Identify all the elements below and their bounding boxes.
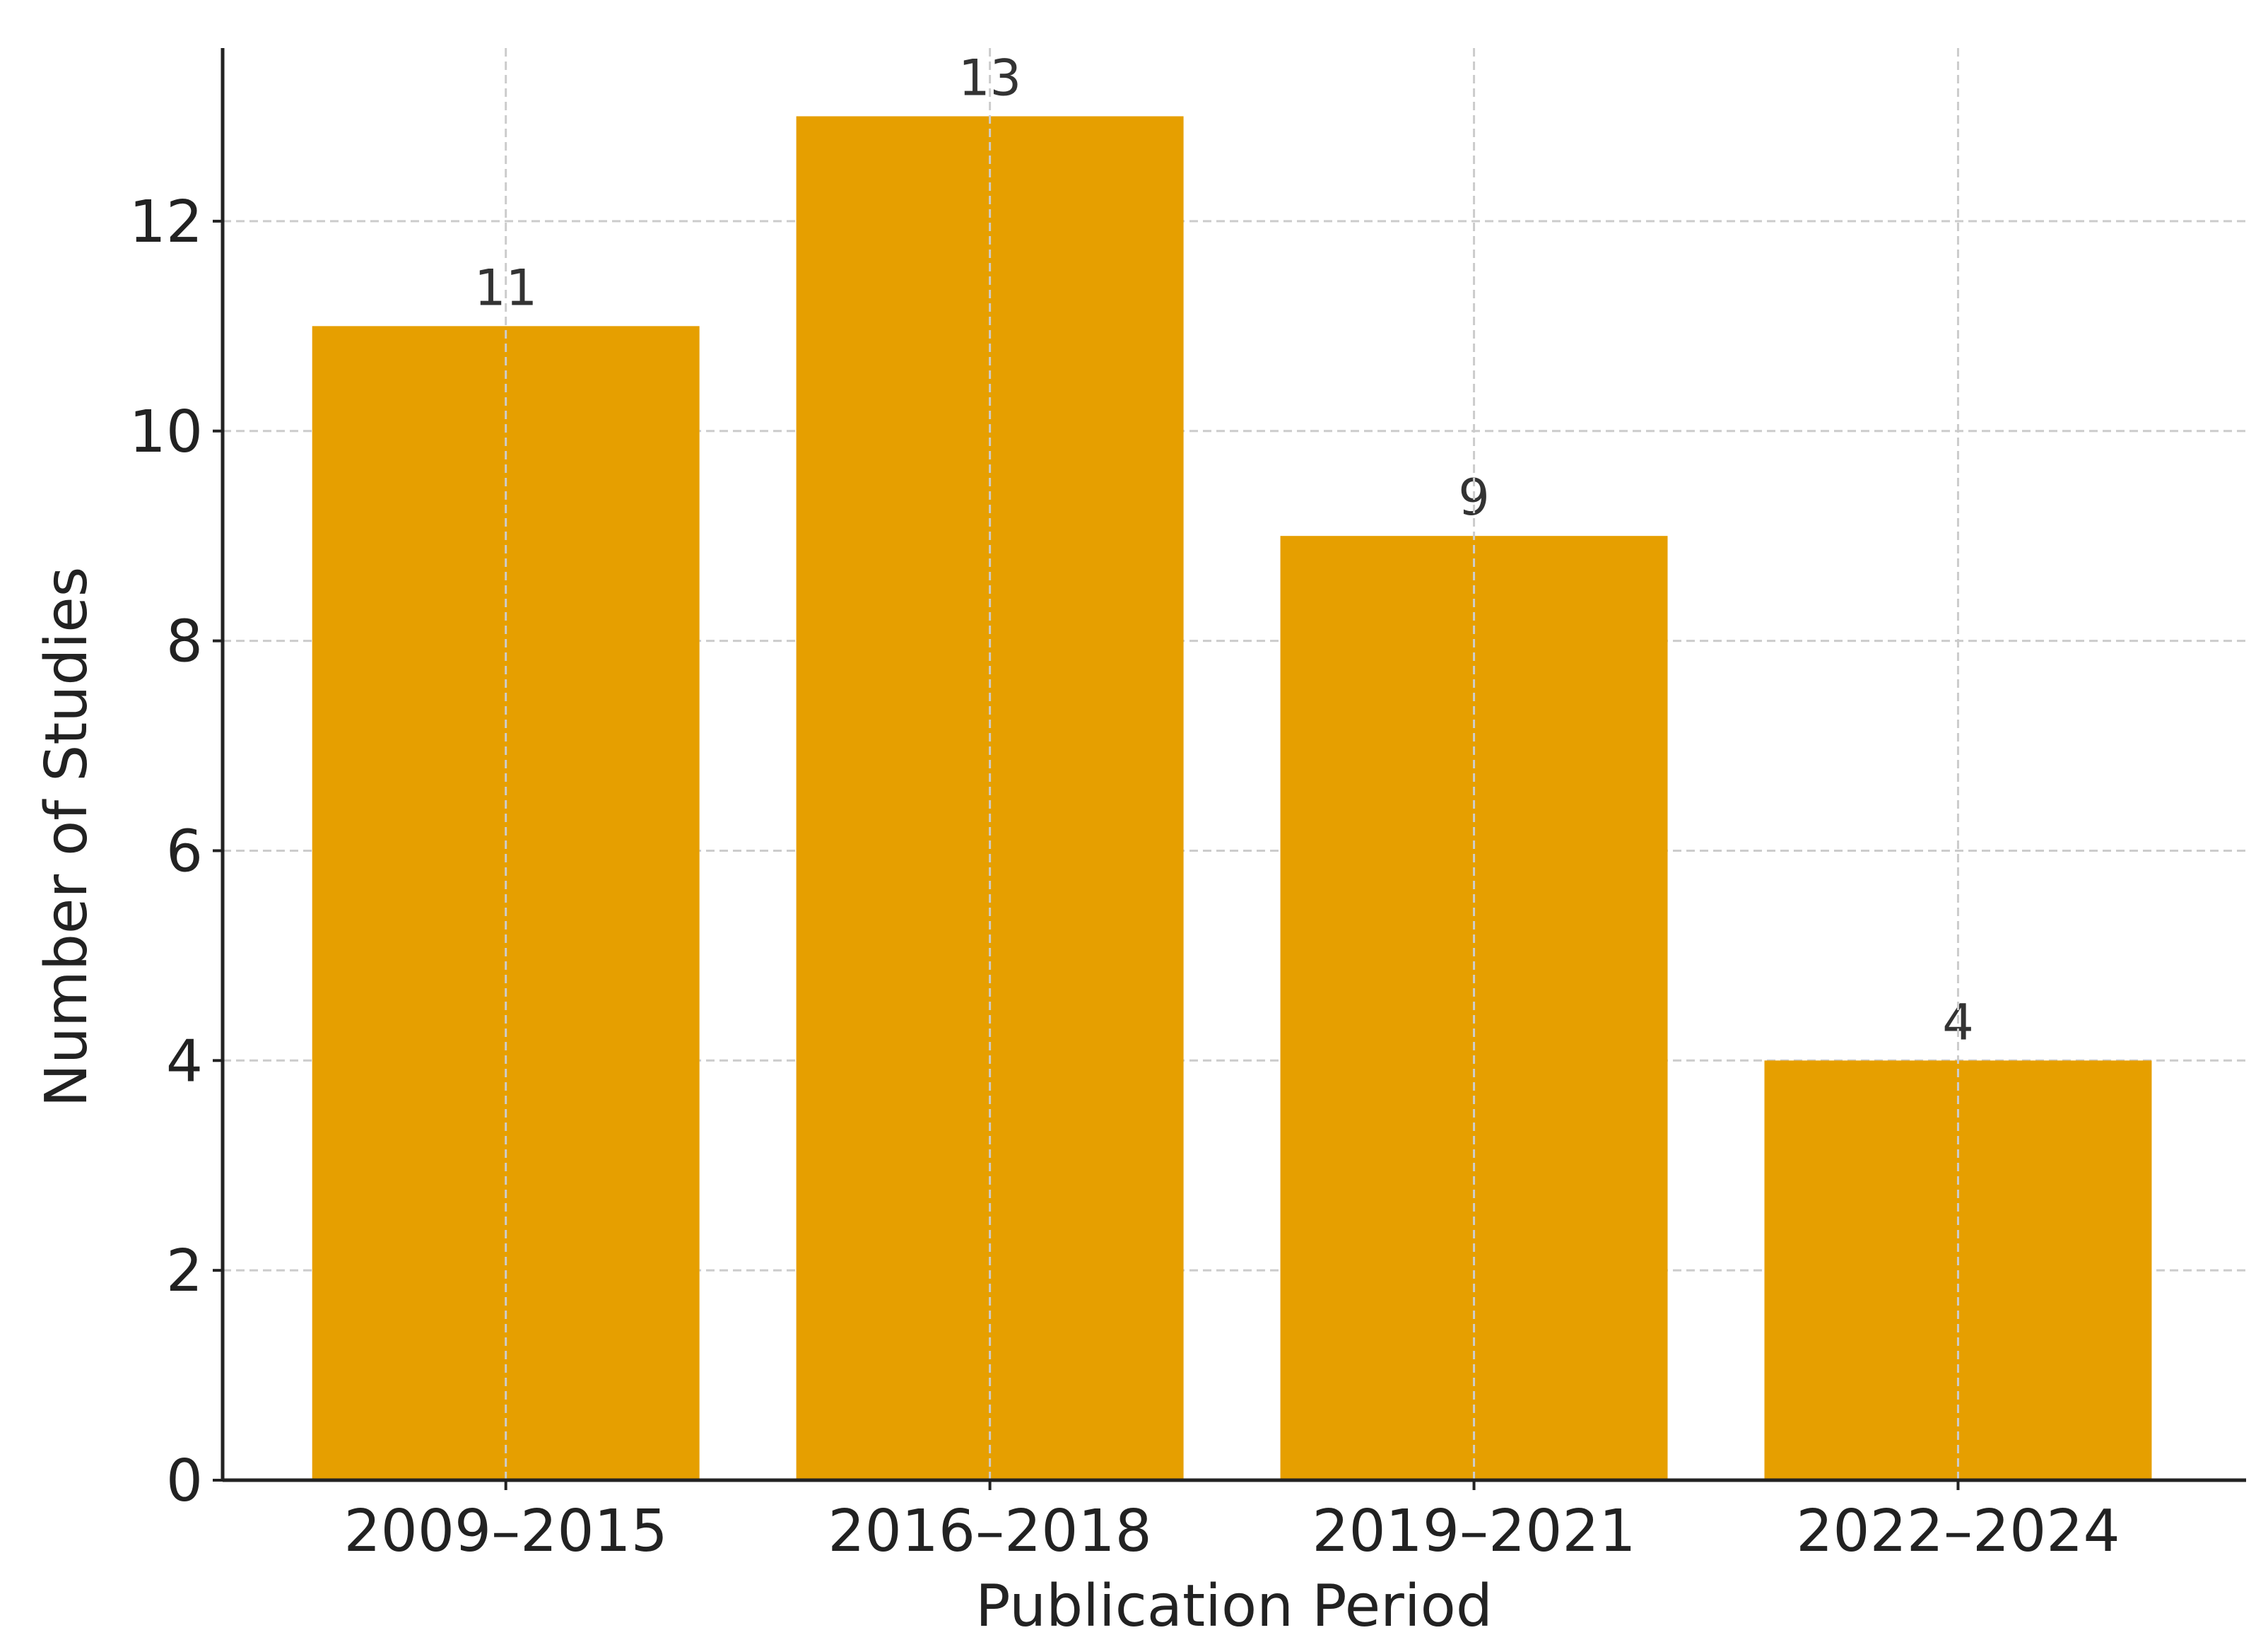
- x-tick-label: 2019–2021: [1312, 1498, 1635, 1565]
- y-tick-label: 12: [129, 189, 203, 256]
- x-tick-label: 2016–2018: [828, 1498, 1151, 1565]
- y-tick-label: 2: [166, 1238, 203, 1305]
- y-tick-label: 6: [166, 818, 203, 885]
- x-axis-label: Publication Period: [975, 1573, 1493, 1640]
- y-tick-label: 8: [166, 609, 203, 676]
- y-axis-label: Number of Studies: [33, 567, 100, 1108]
- y-tick-label: 10: [129, 399, 203, 466]
- x-tick-label: 2009–2015: [343, 1498, 667, 1565]
- y-tick-label: 4: [166, 1028, 203, 1095]
- y-tick-label: 0: [166, 1448, 203, 1515]
- x-tick-label: 2022–2024: [1796, 1498, 2120, 1565]
